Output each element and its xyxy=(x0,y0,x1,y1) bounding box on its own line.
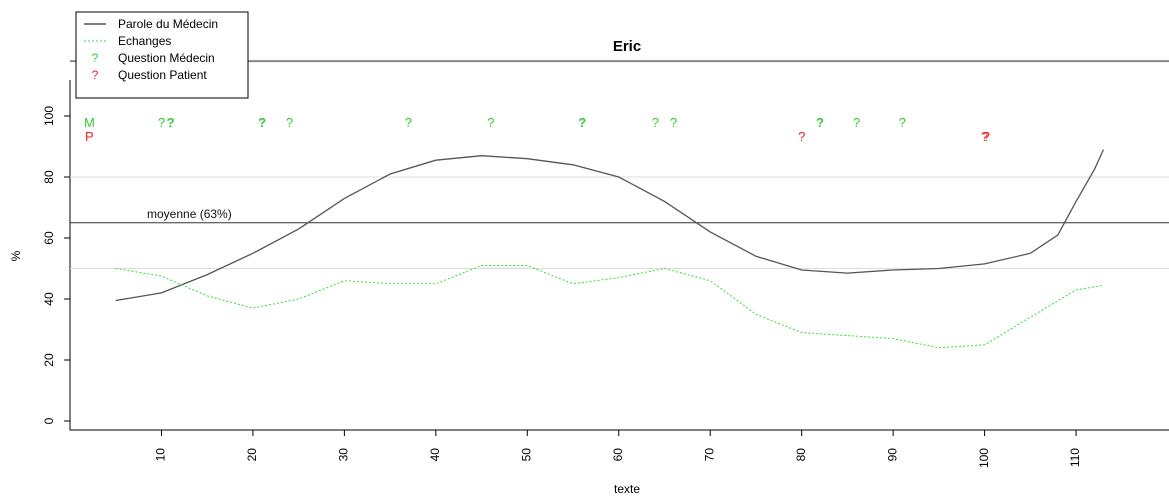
legend-box xyxy=(75,11,249,99)
x-tick-label: 110 xyxy=(1068,448,1082,467)
x-tick-label: 100 xyxy=(977,448,991,468)
question-medecin-marker: ? xyxy=(158,115,165,130)
x-tick-label: 90 xyxy=(885,448,899,462)
row-label-patient: P xyxy=(85,129,94,144)
question-medecin-marker: ? xyxy=(853,115,860,130)
series-layer xyxy=(115,149,1105,349)
x-tick-label: 40 xyxy=(428,448,442,462)
question-markers: ??????????????? xyxy=(158,115,990,144)
y-tick-label: 100 xyxy=(42,106,56,126)
question-medecin-marker: ? xyxy=(652,115,659,130)
x-tick-label: 50 xyxy=(519,448,533,462)
x-tick-label: 60 xyxy=(611,448,625,462)
x-axis-label: texte xyxy=(614,482,640,496)
question-patient-marker: ? xyxy=(981,129,988,144)
legend-marker: ? xyxy=(92,68,99,82)
y-tick-label: 40 xyxy=(42,292,56,306)
question-medecin-marker: ? xyxy=(405,115,412,130)
chart-title: Eric xyxy=(613,38,641,55)
x-tick-label: 20 xyxy=(245,448,259,462)
legend-label: Parole du Médecin xyxy=(118,17,218,31)
legend-label: Echanges xyxy=(118,34,171,48)
x-tick-label: 30 xyxy=(337,448,351,462)
y-ticks: 0 20 40 60 80 100 xyxy=(42,106,70,424)
x-ticks: 10 20 30 40 50 60 70 80 90 100 110 xyxy=(154,430,1082,468)
question-medecin-marker: ? xyxy=(670,115,677,130)
legend-marker: ? xyxy=(92,51,99,65)
series-parole-du-medecin xyxy=(115,149,1105,302)
question-medecin-marker: ? xyxy=(816,115,824,130)
question-medecin-marker: ? xyxy=(286,115,293,130)
x-tick-label: 10 xyxy=(154,448,168,462)
legend-label: Question Médecin xyxy=(118,51,215,65)
legend: Parole du Médecin Echanges? Question Médec… xyxy=(75,11,249,99)
legend-label: Question Patient xyxy=(118,68,207,82)
question-patient-marker: ? xyxy=(798,129,805,144)
y-tick-label: 60 xyxy=(42,231,56,245)
y-tick-label: 0 xyxy=(42,417,56,424)
x-tick-label: 80 xyxy=(794,448,808,462)
question-medecin-marker: ? xyxy=(167,115,175,130)
question-medecin-marker: ? xyxy=(578,115,586,130)
question-medecin-marker: ? xyxy=(899,115,906,130)
series-echanges xyxy=(115,265,1104,349)
x-tick-label: 70 xyxy=(702,448,716,462)
row-label-medecin: M xyxy=(84,115,95,130)
question-patient-marker: ? xyxy=(983,129,990,144)
question-medecin-marker: ? xyxy=(487,115,494,130)
question-medecin-marker: ? xyxy=(258,115,266,130)
y-tick-label: 80 xyxy=(42,170,56,184)
mean-line-label: moyenne (63%) xyxy=(147,207,232,221)
y-axis-label: % xyxy=(9,250,23,261)
y-tick-label: 20 xyxy=(42,353,56,367)
